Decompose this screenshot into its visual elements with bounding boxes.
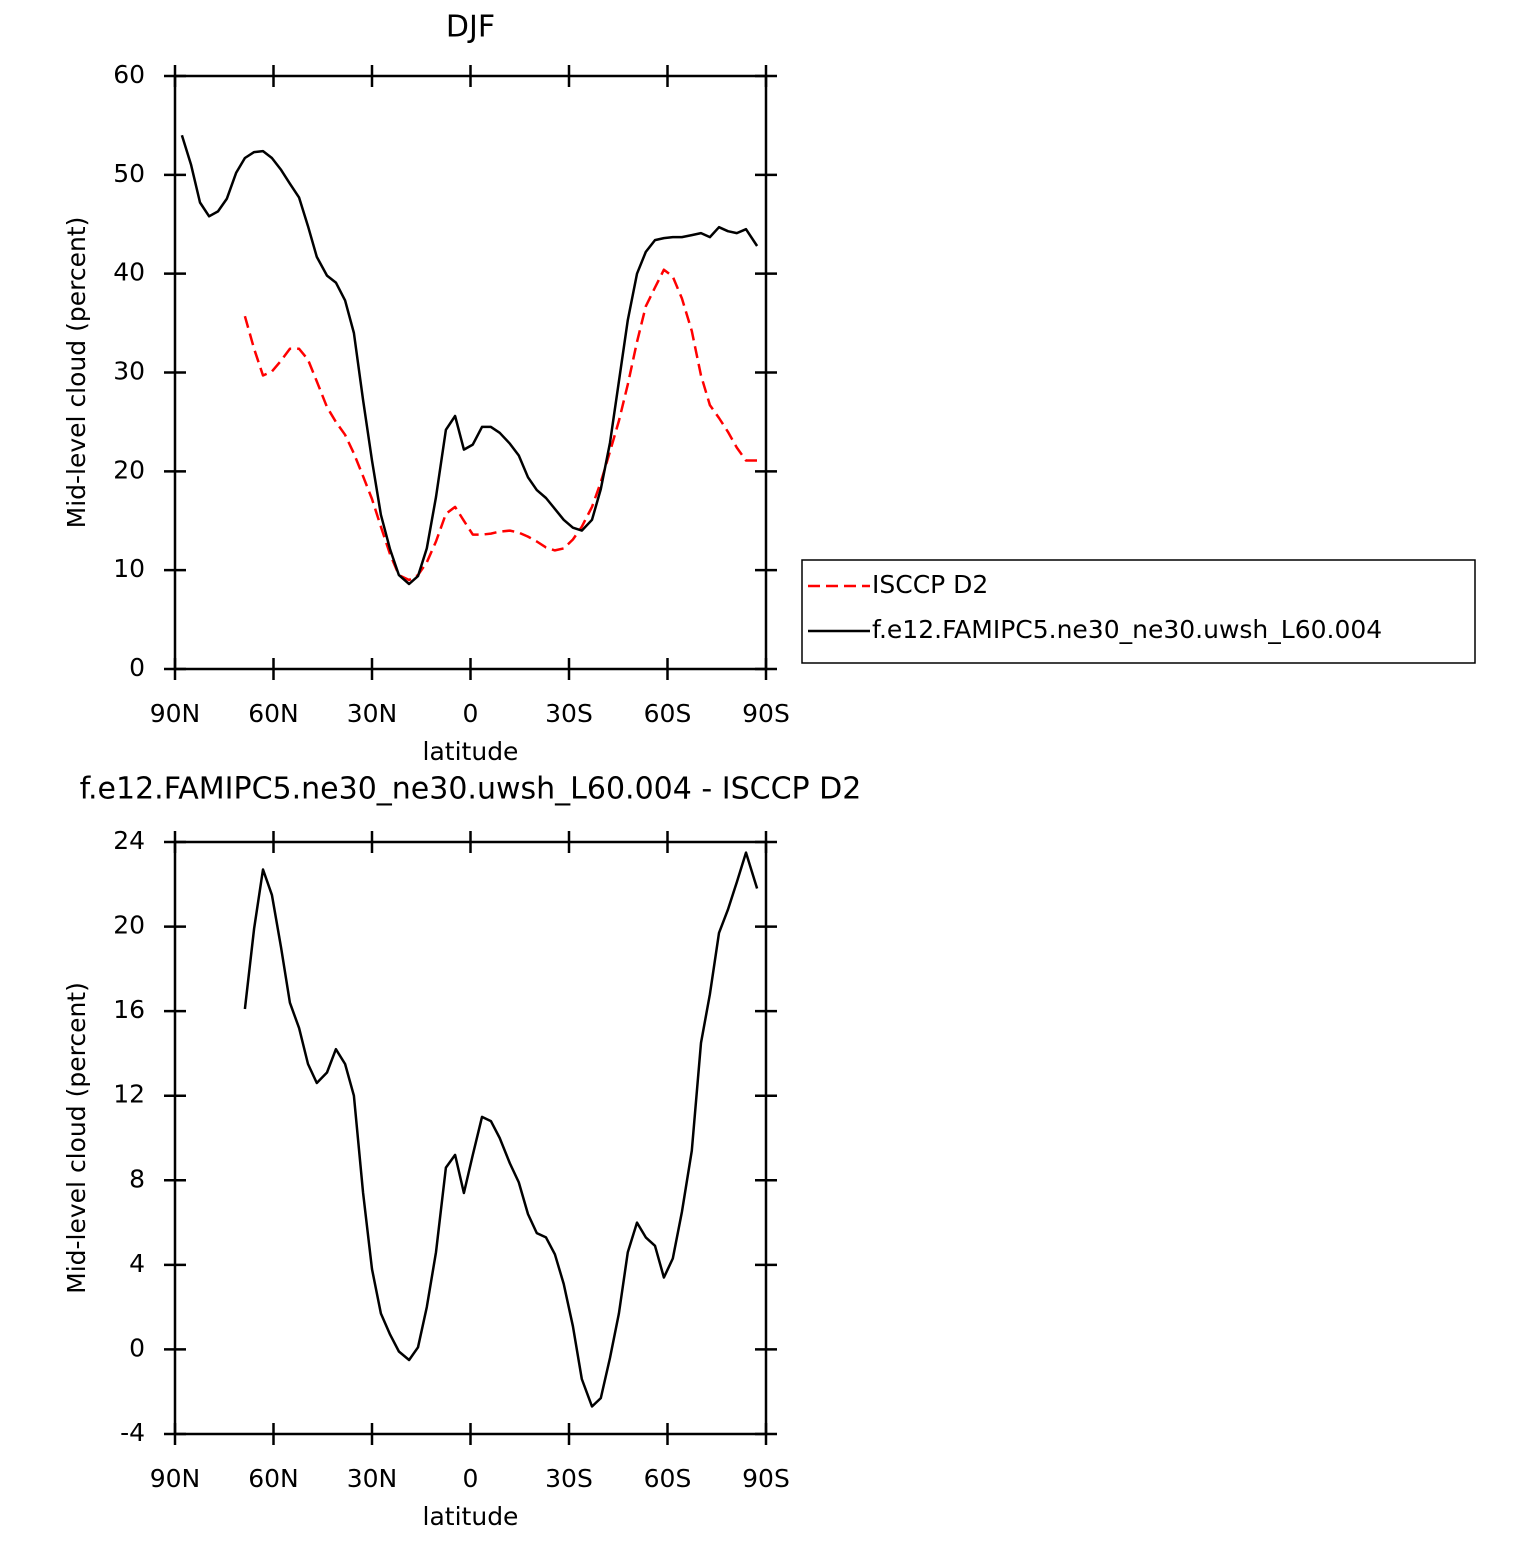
y-axis-label: Mid-level cloud (percent): [62, 217, 91, 529]
x-tick-label: 90N: [150, 1464, 201, 1493]
y-tick-label: 0: [129, 1333, 145, 1362]
x-tick-label: 90S: [742, 1464, 790, 1493]
x-tick-label: 0: [463, 699, 479, 728]
x-axis-label: latitude: [423, 737, 519, 766]
chart-title: f.e12.FAMIPC5.ne30_ne30.uwsh_L60.004 - I…: [80, 772, 862, 807]
data-line: [243, 851, 759, 1408]
y-tick-label: 8: [129, 1164, 145, 1193]
y-tick-label: 4: [129, 1249, 145, 1278]
data-line: [243, 268, 758, 582]
y-tick-label: 20: [113, 455, 145, 484]
x-tick-label: 30N: [347, 699, 398, 728]
x-tick-label: 0: [463, 1464, 479, 1493]
legend-label: ISCCP D2: [872, 570, 988, 599]
legend-box: [801, 559, 1476, 664]
x-tick-label: 90S: [742, 699, 790, 728]
y-tick-label: 30: [113, 357, 145, 386]
data-line: [180, 134, 759, 586]
y-tick-label: 60: [113, 60, 145, 89]
x-tick-label: 60S: [644, 699, 692, 728]
y-tick-label: 50: [113, 159, 145, 188]
y-tick-label: 16: [113, 995, 145, 1024]
x-axis-label: latitude: [423, 1502, 519, 1531]
y-tick-label: 10: [113, 554, 145, 583]
x-tick-label: 30N: [347, 1464, 398, 1493]
y-axis-label: Mid-level cloud (percent): [62, 982, 91, 1294]
x-tick-label: 60N: [248, 699, 299, 728]
x-tick-label: 60S: [644, 1464, 692, 1493]
y-tick-label: 12: [113, 1080, 145, 1109]
y-tick-label: -4: [120, 1418, 145, 1447]
y-tick-label: 24: [113, 826, 145, 855]
y-tick-label: 40: [113, 258, 145, 287]
x-tick-label: 60N: [248, 1464, 299, 1493]
chart-title: DJF: [446, 10, 495, 45]
x-tick-label: 30S: [545, 1464, 593, 1493]
y-tick-label: 20: [113, 911, 145, 940]
y-tick-label: 0: [129, 653, 145, 682]
x-tick-label: 30S: [545, 699, 593, 728]
legend-label: f.e12.FAMIPC5.ne30_ne30.uwsh_L60.004: [872, 615, 1382, 644]
x-tick-label: 90N: [150, 699, 201, 728]
